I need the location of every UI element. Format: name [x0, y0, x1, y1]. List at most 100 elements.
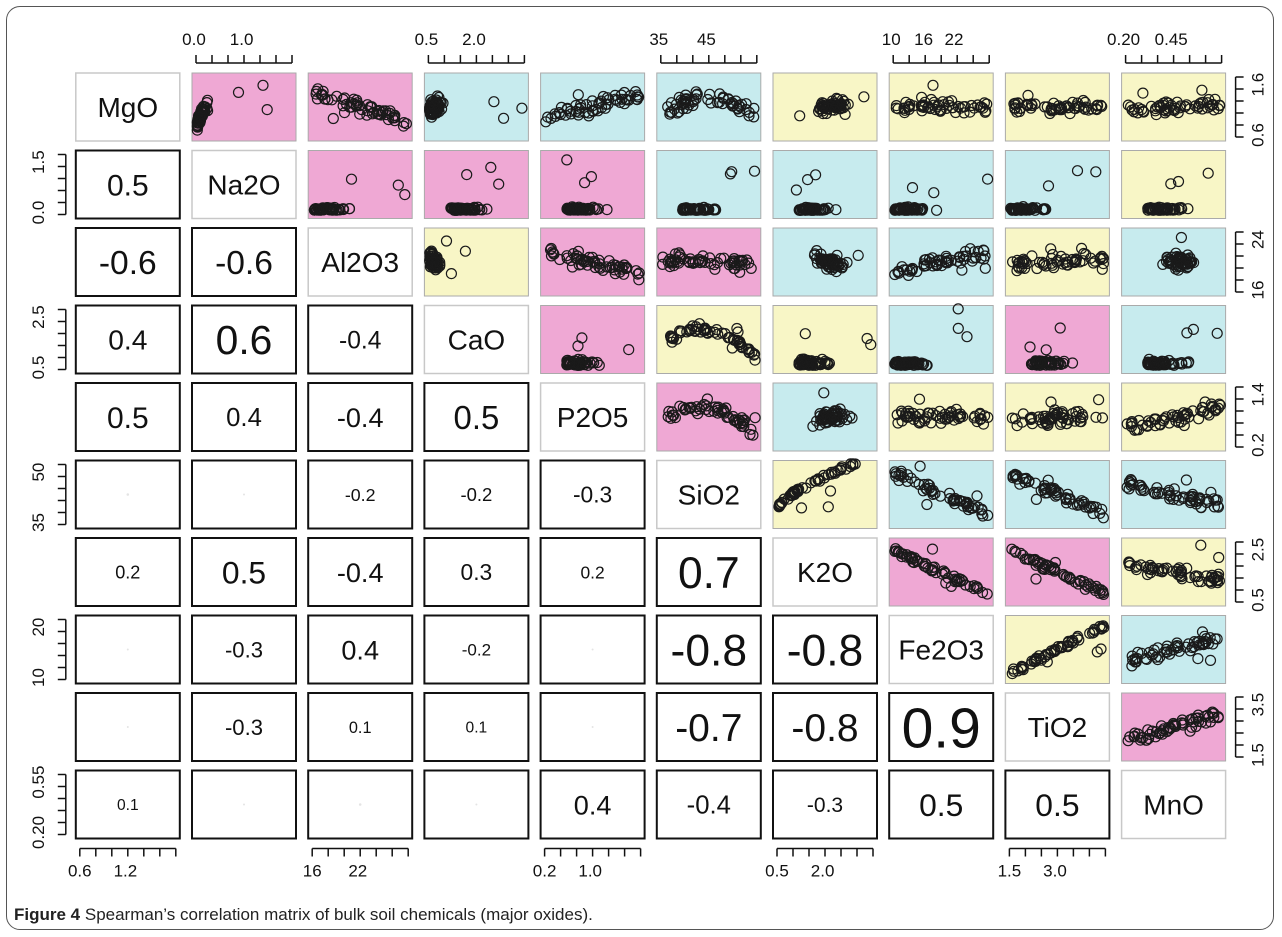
scatter-point — [199, 101, 211, 113]
scatter-point — [1066, 357, 1079, 369]
scatter-point — [1202, 167, 1214, 179]
panel-r0-c6 — [772, 72, 878, 142]
scatter-point — [337, 100, 349, 112]
tick-label: 45 — [697, 30, 716, 49]
scatter-point — [1013, 256, 1026, 268]
scatter-point — [1038, 480, 1051, 492]
scatter-point — [353, 100, 366, 112]
corr-panel-frame — [74, 227, 181, 297]
corr-value-r4-c2: -0.4 — [337, 402, 384, 433]
scatter-point — [1040, 344, 1052, 356]
corr-panel-frame — [307, 382, 414, 452]
scatter-point — [1087, 507, 1099, 520]
scatter-point — [1009, 99, 1022, 111]
scatter-point — [982, 411, 994, 423]
scatter-point — [1208, 501, 1221, 513]
scatter-point — [934, 405, 946, 417]
scatter-point — [1182, 638, 1195, 650]
scatter-point — [697, 250, 709, 262]
scatter-point — [709, 263, 721, 275]
panel-r3-c9 — [1121, 305, 1227, 374]
scatter-point — [968, 580, 980, 592]
scatter-point — [351, 94, 363, 106]
scatter-point — [567, 357, 580, 369]
panel-r0-c0: MgO — [75, 72, 181, 142]
corr-value-r7-c1: -0.3 — [225, 637, 263, 662]
scatter-point — [815, 254, 827, 266]
scatter-point — [1048, 645, 1061, 658]
corr-panel-frame — [772, 614, 878, 685]
panel-r9-c4: 0.4 — [539, 769, 646, 840]
scatter-point — [817, 99, 830, 112]
scatter-point — [913, 393, 926, 405]
scatter-point — [1171, 258, 1183, 271]
scatter-point — [902, 405, 915, 417]
scatter-point — [1096, 263, 1108, 275]
scatter-point — [926, 543, 939, 555]
panel-r3-c1: 0.6 — [191, 304, 297, 375]
panel-r1-c7 — [888, 150, 994, 219]
axis-top-col5: 35 45 — [649, 30, 758, 64]
scatter-point — [921, 498, 933, 511]
variable-label-Al2O3: Al2O3 — [321, 247, 399, 278]
caption-label: Figure 4 — [14, 905, 81, 924]
scatter-point — [1181, 562, 1193, 574]
corr-value-dot — [126, 493, 130, 496]
scatter-point — [924, 257, 936, 269]
scatter-point — [544, 244, 557, 256]
scatter-point — [698, 398, 710, 411]
scatter-point — [1170, 415, 1182, 427]
scatter-point — [580, 98, 593, 111]
scatter-point — [695, 204, 707, 216]
corr-value-r9-c4: 0.4 — [574, 789, 612, 820]
scatter-point — [1057, 568, 1069, 581]
panel-r3-c8 — [1004, 305, 1110, 374]
corr-value-r3-c0: 0.4 — [108, 324, 147, 356]
scatter-point — [431, 260, 443, 272]
corr-panel-frame — [74, 459, 181, 530]
scatter-point — [820, 101, 832, 113]
scatter-point — [1019, 473, 1032, 485]
scatter-point — [696, 255, 708, 268]
scatter-point — [1041, 419, 1054, 431]
scatter-point — [895, 467, 907, 480]
scatter-point — [1195, 539, 1207, 551]
scatter-point — [583, 204, 596, 216]
corr-panel-frame — [74, 382, 181, 452]
scatter-point — [704, 326, 716, 338]
scatter-point — [563, 357, 576, 369]
panel-r6-c4: 0.2 — [539, 537, 646, 607]
scatter-point — [1152, 565, 1165, 577]
scatter-point — [665, 412, 677, 424]
scatter-point — [312, 83, 324, 95]
scatter-point — [1187, 488, 1199, 500]
scatter-point — [1023, 476, 1035, 488]
scatter-point — [1184, 571, 1196, 584]
scatter-point — [830, 259, 842, 271]
panel-r4-c8 — [1004, 382, 1110, 452]
scatter-point — [1167, 104, 1180, 116]
tick-label: 1.6 — [1249, 73, 1268, 97]
scatter-point — [922, 407, 934, 419]
scatter-point — [572, 340, 584, 352]
scatter-point — [343, 203, 355, 215]
scatter-point — [1023, 553, 1036, 565]
panel-r5-c5: SiO2 — [656, 459, 762, 530]
corr-value-r3-c2: -0.4 — [339, 327, 381, 354]
scatter-point — [1158, 646, 1171, 658]
scatter-point — [959, 100, 971, 113]
tick-label: 1.4 — [1249, 383, 1268, 407]
corr-panel-frame — [191, 382, 297, 452]
corr-panel-frame — [74, 537, 181, 607]
scatter-point — [709, 326, 721, 338]
scatter-point — [1035, 654, 1048, 666]
panel-r0-c8 — [1004, 72, 1110, 142]
panel-r4-c1: 0.4 — [191, 382, 297, 452]
corr-value-r7-c5: -0.8 — [671, 626, 748, 675]
scatter-point — [930, 204, 943, 216]
scatter-point — [680, 93, 693, 105]
axis-top-col7: 10 16 22 — [882, 30, 990, 64]
scatter-point — [1096, 250, 1108, 262]
scatter-point — [818, 408, 830, 420]
scatter-point — [561, 154, 573, 166]
